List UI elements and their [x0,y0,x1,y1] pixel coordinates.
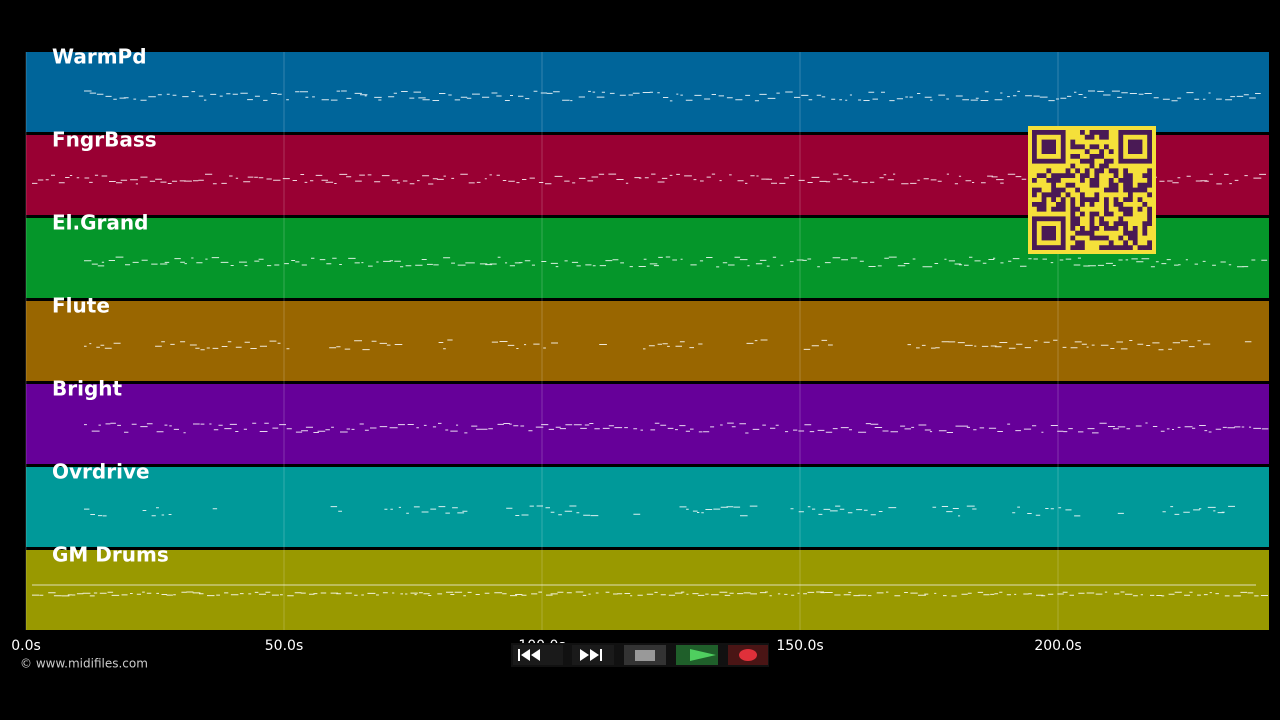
note-pattern [84,256,1268,268]
qr-finder [1128,139,1143,154]
time-tick-label: 0.0s [11,638,41,654]
note-pattern [32,591,1268,597]
track-name: El.Grand [52,211,148,235]
time-tick-label: 200.0s [1034,638,1081,654]
forward-button[interactable] [572,645,614,665]
transport-controls [511,643,769,667]
track-lane [26,467,1269,547]
time-tick-label: 150.0s [776,638,823,654]
qr-code [1028,126,1156,254]
note-pattern [84,339,1252,351]
track-lane [26,550,1269,630]
track-name: WarmPd [52,45,147,69]
copyright: © www.midifiles.com [20,657,148,671]
qr-finder [1041,139,1056,154]
track-name: Bright [52,377,123,401]
track-lane [26,384,1269,464]
stop-button[interactable] [624,645,666,665]
qr-modules [1032,130,1152,250]
rewind-button[interactable] [513,645,563,665]
track-name: GM Drums [52,543,169,567]
track-name: Flute [52,294,110,318]
qr-finder [1041,226,1056,241]
note-pattern [84,505,1235,517]
play-button[interactable] [676,645,718,665]
track-name: FngrBass [52,128,157,152]
track-name: Ovrdrive [52,460,150,484]
record-button[interactable] [728,645,768,665]
note-pattern [84,90,1261,102]
track-lane [26,301,1269,381]
time-tick-label: 50.0s [265,638,303,654]
note-pattern [84,422,1269,434]
